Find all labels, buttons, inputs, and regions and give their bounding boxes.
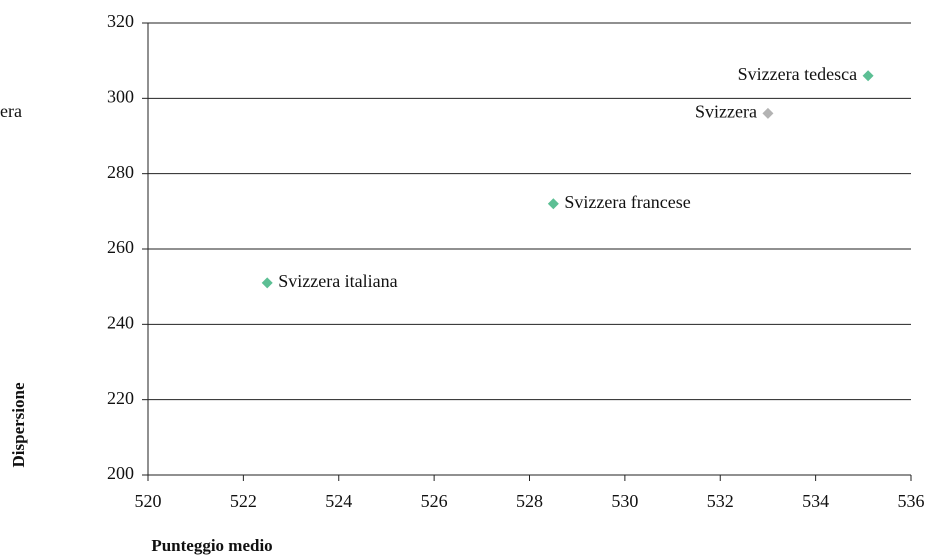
point — [547, 198, 559, 210]
x-tick-label: 532 — [707, 491, 734, 511]
point-label: Svizzera francese — [564, 192, 690, 212]
x-tick-label: 522 — [230, 491, 257, 511]
y-tick-label: 300 — [107, 86, 134, 106]
x-axis-title: Punteggio medio — [151, 536, 272, 555]
x-tick-label: 520 — [135, 491, 162, 511]
point-label: Svizzera — [695, 102, 757, 122]
x-tick-label: 530 — [611, 491, 638, 511]
y-tick-label: 280 — [107, 162, 134, 182]
x-tick-label: 536 — [898, 491, 925, 511]
annotation: era — [0, 101, 22, 121]
y-tick-label: 320 — [107, 11, 134, 31]
point — [762, 107, 774, 119]
x-tick-label: 524 — [325, 491, 352, 511]
y-tick-label: 260 — [107, 237, 134, 257]
x-tick-label: 534 — [802, 491, 829, 511]
x-tick-label: 528 — [516, 491, 543, 511]
point — [261, 277, 273, 289]
x-tick-label: 526 — [421, 491, 448, 511]
point-label: Svizzera tedesca — [738, 64, 857, 84]
y-axis-title: Dispersione — [9, 382, 28, 467]
y-tick-label: 200 — [107, 463, 134, 483]
y-tick-label: 220 — [107, 388, 134, 408]
point-label: Svizzera italiana — [278, 271, 397, 291]
point — [862, 70, 874, 82]
y-tick-label: 240 — [107, 312, 134, 332]
